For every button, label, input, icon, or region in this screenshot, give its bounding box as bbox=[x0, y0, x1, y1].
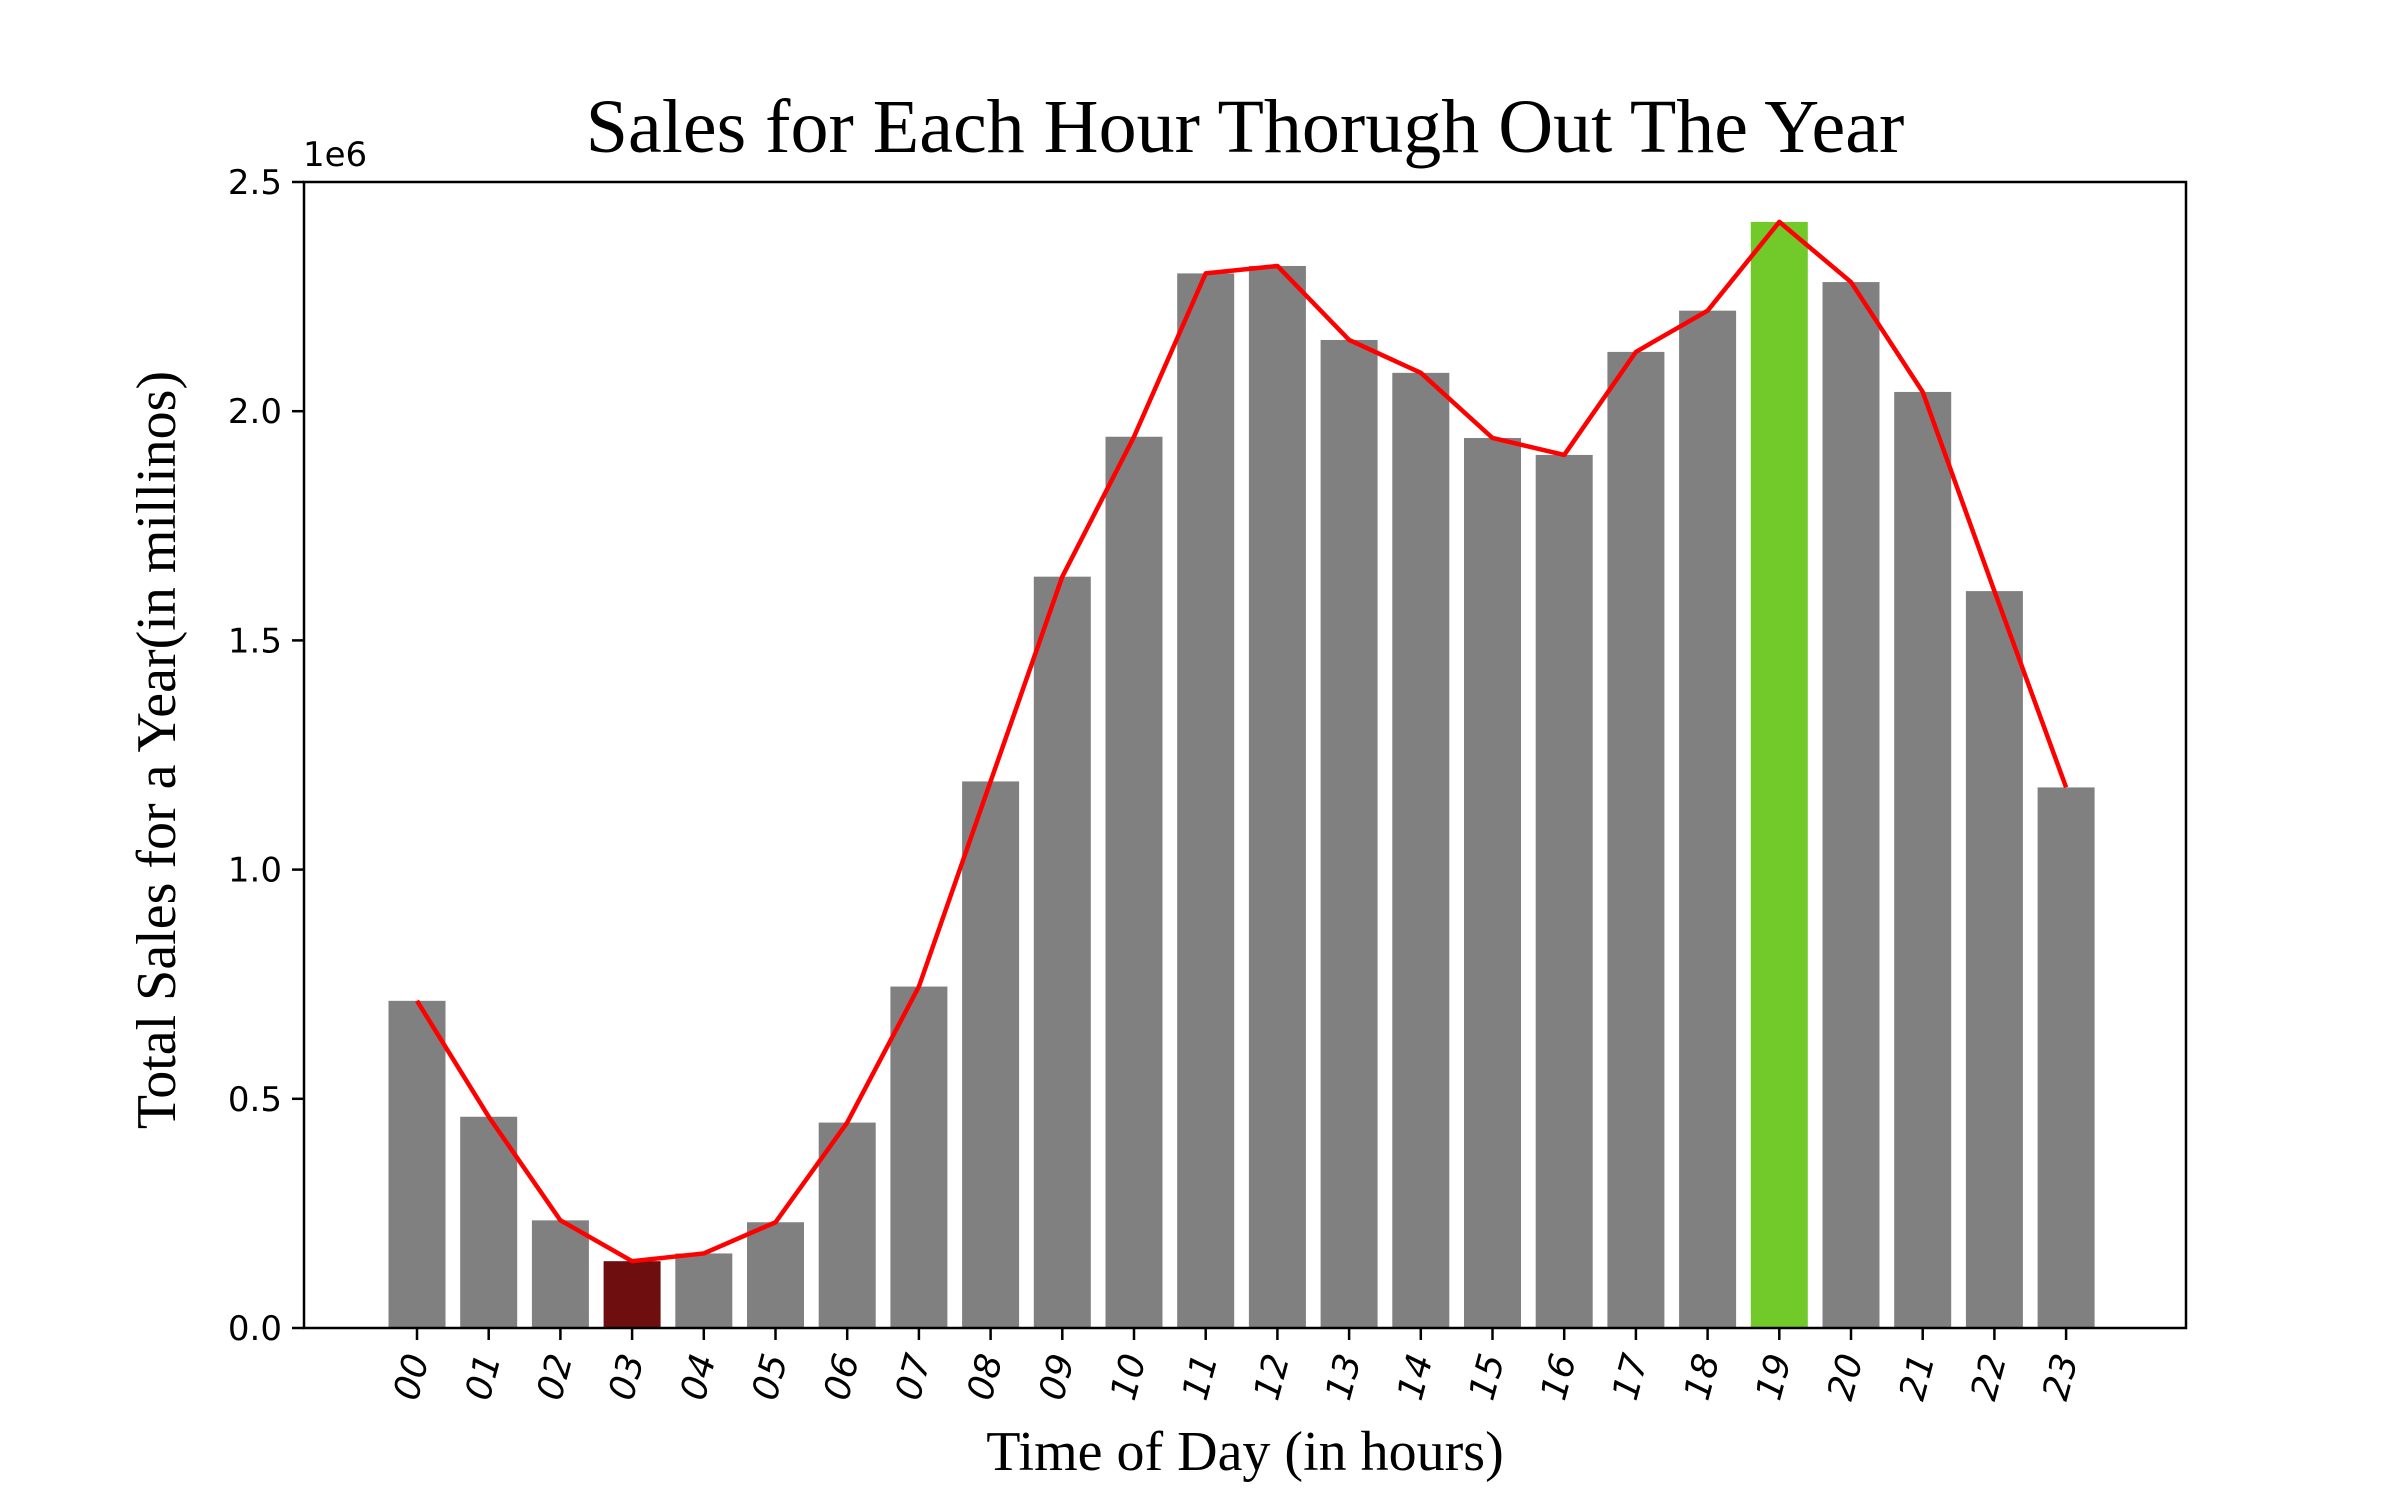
x-tick-label-02: 02 bbox=[530, 1350, 581, 1405]
y-tick-label: 2.0 bbox=[228, 392, 282, 432]
y-tick-label: 1.0 bbox=[228, 851, 282, 891]
bar-22 bbox=[1965, 591, 2023, 1328]
x-tick-label-08: 08 bbox=[960, 1350, 1011, 1405]
bar-04 bbox=[675, 1253, 733, 1328]
bar-07 bbox=[890, 986, 948, 1328]
x-tick-label-22: 22 bbox=[1964, 1350, 2015, 1405]
x-tick-label-00: 00 bbox=[386, 1350, 437, 1405]
y-axis-offset-label: 1e6 bbox=[303, 135, 367, 175]
x-tick-label-19: 19 bbox=[1749, 1350, 1800, 1405]
bar-13 bbox=[1320, 339, 1378, 1328]
y-tick-label: 2.5 bbox=[228, 163, 282, 203]
y-tick-label: 1.5 bbox=[228, 621, 282, 661]
bars-layer bbox=[388, 221, 2095, 1329]
x-tick-label-13: 13 bbox=[1318, 1350, 1369, 1405]
bar-06 bbox=[818, 1122, 876, 1328]
y-axis-label: Total Sales for a Year(in millinos) bbox=[126, 371, 188, 1129]
bar-10 bbox=[1105, 436, 1163, 1329]
x-tick-label-05: 05 bbox=[745, 1350, 796, 1405]
bar-17 bbox=[1607, 351, 1665, 1328]
x-tick-label-15: 15 bbox=[1462, 1350, 1513, 1405]
x-tick-label-10: 10 bbox=[1103, 1350, 1154, 1405]
x-tick-label-03: 03 bbox=[601, 1350, 652, 1405]
x-tick-label-12: 12 bbox=[1247, 1350, 1298, 1405]
bar-12 bbox=[1248, 265, 1306, 1329]
y-ticks-layer: 0.0 0.5 1.0 1.5 2.0 2.5 bbox=[228, 163, 304, 1349]
bar-20 bbox=[1822, 282, 1880, 1328]
x-tick-label-07: 07 bbox=[888, 1350, 939, 1405]
plot-area-frame bbox=[302, 180, 2188, 1330]
bar-11 bbox=[1177, 273, 1235, 1328]
y-tick-label: 0.5 bbox=[228, 1080, 282, 1120]
x-tick-label-17: 17 bbox=[1605, 1350, 1656, 1405]
x-tick-label-21: 21 bbox=[1892, 1350, 1943, 1405]
bar-00 bbox=[388, 1000, 446, 1328]
bar-14 bbox=[1392, 372, 1450, 1329]
x-tick-label-11: 11 bbox=[1175, 1350, 1226, 1405]
x-tick-label-01: 01 bbox=[458, 1350, 509, 1405]
bar-21 bbox=[1894, 391, 1952, 1328]
x-tick-label-09: 09 bbox=[1032, 1350, 1083, 1405]
bar-02 bbox=[531, 1220, 589, 1328]
x-tick-label-16: 16 bbox=[1533, 1350, 1584, 1405]
x-tick-label-04: 04 bbox=[673, 1350, 724, 1405]
x-tick-label-20: 20 bbox=[1820, 1350, 1871, 1405]
x-tick-label-14: 14 bbox=[1390, 1350, 1441, 1405]
bar-01 bbox=[460, 1116, 518, 1328]
trend-line bbox=[415, 219, 2069, 1264]
bar-09 bbox=[1033, 576, 1091, 1328]
chart-title: Sales for Each Hour Thorugh Out The Year bbox=[586, 85, 1905, 169]
x-tick-label-06: 06 bbox=[816, 1350, 867, 1405]
x-tick-label-23: 23 bbox=[2035, 1350, 2086, 1405]
trend-line-layer bbox=[415, 219, 2069, 1264]
bar-16 bbox=[1535, 454, 1593, 1328]
bar-05 bbox=[747, 1222, 804, 1328]
y-tick-label: 0.0 bbox=[228, 1309, 282, 1349]
x-axis-label: Time of Day (in hours) bbox=[986, 1421, 1503, 1483]
x-tick-label-18: 18 bbox=[1677, 1350, 1728, 1405]
bar-19 bbox=[1750, 221, 1808, 1328]
bar-08 bbox=[962, 781, 1020, 1328]
bar-15 bbox=[1464, 437, 1521, 1329]
x-ticks-layer: 00 01 02 03 04 05 06 07 08 09 10 11 12 13 14 15 16 17 18 19… bbox=[386, 1328, 2087, 1405]
bar-03 bbox=[603, 1261, 661, 1328]
bar-18 bbox=[1679, 310, 1737, 1328]
bar-23 bbox=[2037, 787, 2095, 1328]
